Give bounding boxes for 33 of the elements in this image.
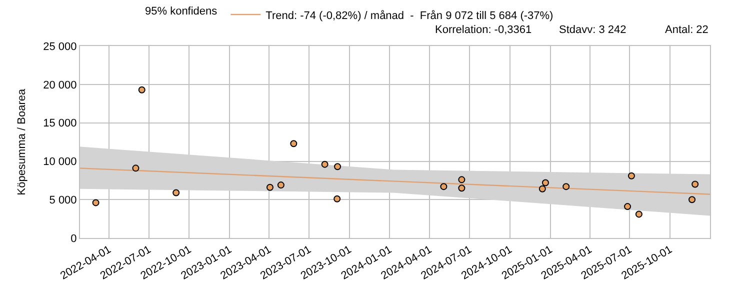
point <box>334 195 341 202</box>
point <box>458 184 466 192</box>
point <box>266 184 274 191</box>
point <box>458 176 466 184</box>
point <box>628 172 635 180</box>
legend-title: 95% konfidens <box>145 5 218 18</box>
point <box>692 180 699 188</box>
text: Stdavv: 3 242 <box>559 24 626 36</box>
y-tick-label: 20 000 <box>43 79 77 92</box>
y-axis-title: Köpesumma / Boarea <box>16 88 28 196</box>
point <box>440 183 448 190</box>
point <box>624 203 632 210</box>
y-tick-label: 25 000 <box>43 41 77 53</box>
legend-label: Trend: -74 (-0,82%) / månad - Från 9 072 till 5 684 (-37%) <box>266 10 554 22</box>
text: Antal: 22 <box>665 24 708 36</box>
y-tick-label: 5 000 <box>49 194 77 206</box>
point <box>538 185 546 192</box>
point <box>635 210 642 218</box>
point <box>321 160 328 168</box>
point <box>132 164 140 172</box>
y-tick-label: 10 000 <box>43 156 77 168</box>
point <box>138 86 146 94</box>
y-tick-label: 0 <box>70 232 77 245</box>
point <box>562 183 570 190</box>
point <box>688 196 696 204</box>
point <box>542 179 549 186</box>
point <box>277 182 284 189</box>
point <box>92 199 100 206</box>
text: Korrelation: -0,3361 <box>435 24 532 36</box>
point <box>172 189 180 196</box>
point <box>334 163 342 170</box>
y-tick-label: 15 000 <box>43 118 77 130</box>
point <box>290 140 298 148</box>
